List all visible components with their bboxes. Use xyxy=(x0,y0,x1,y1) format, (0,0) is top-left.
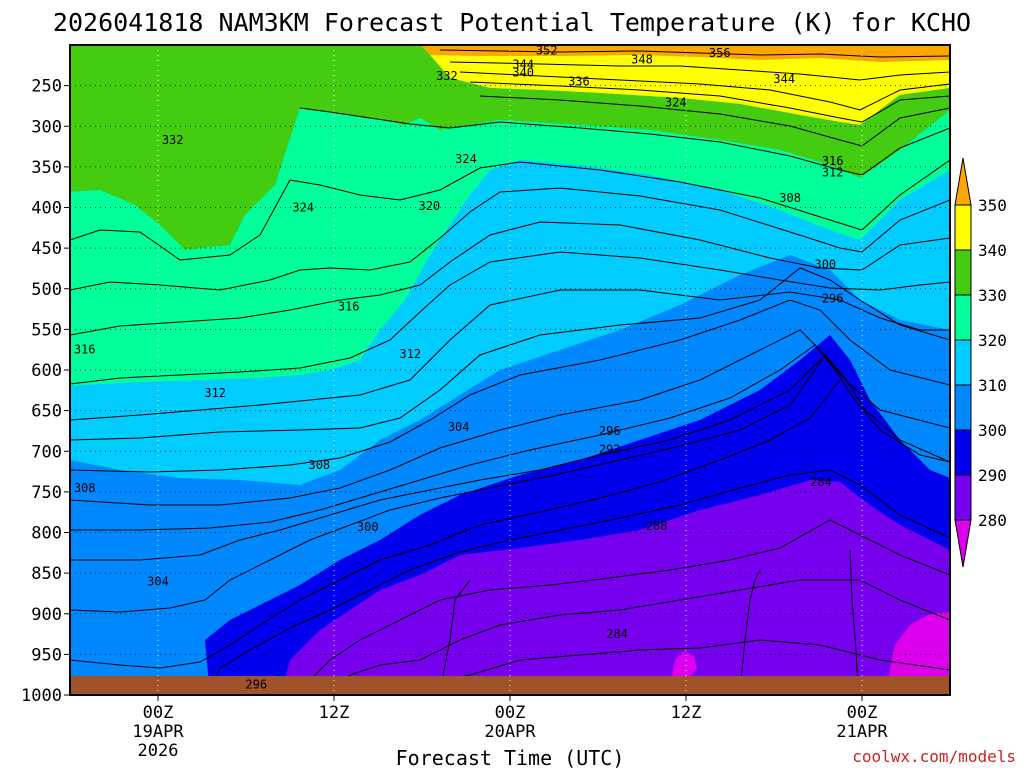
contour-label: 312 xyxy=(204,386,226,400)
colorbar-segment xyxy=(954,204,972,251)
colorbar-segment xyxy=(954,339,972,386)
colorbar-segment xyxy=(954,474,972,521)
y-tick-label: 450 xyxy=(31,239,62,259)
colorbar-segment xyxy=(954,157,972,206)
x-tick-date: 21APR xyxy=(836,722,888,742)
x-tick-time: 12Z xyxy=(671,703,702,723)
colorbar: 350 340 330 320 310 300 290 280 xyxy=(954,157,1007,568)
y-tick-label: 650 xyxy=(31,402,62,422)
contour-label: 324 xyxy=(665,96,687,110)
x-tick-time: 00Z xyxy=(847,703,878,723)
contour-label: 312 xyxy=(399,347,421,361)
band-magenta-small xyxy=(672,651,697,678)
contour-label: 304 xyxy=(448,420,470,434)
contour-label: 344 xyxy=(512,58,534,72)
contour-label: 284 xyxy=(810,475,832,489)
colorbar-label: 290 xyxy=(978,466,1007,485)
chart-title: 2026041818 NAM3KM Forecast Potential Tem… xyxy=(53,8,971,37)
contour-lines xyxy=(70,49,950,691)
band-purple-280 xyxy=(280,480,950,695)
contour-label: 336 xyxy=(568,75,590,89)
contour-label: 332 xyxy=(162,133,184,147)
contour-label: 344 xyxy=(773,72,795,86)
contour-label: 324 xyxy=(455,152,477,166)
contour-label: 292 xyxy=(599,443,621,457)
band-yellow-340 xyxy=(430,55,950,125)
y-tick-label: 550 xyxy=(31,320,62,340)
contour-label: 308 xyxy=(779,191,801,205)
y-tick-label: 1000 xyxy=(21,686,62,706)
contour-label: 296 xyxy=(822,292,844,306)
grid xyxy=(70,45,950,695)
x-tick-year: 2026 xyxy=(138,741,179,761)
y-tick-label: 850 xyxy=(31,564,62,584)
colorbar-label: 280 xyxy=(978,511,1007,530)
colorbar-segment xyxy=(954,384,972,431)
contour-label: 316 xyxy=(74,343,96,357)
band-teal-320 xyxy=(70,108,950,386)
x-tick-time: 00Z xyxy=(495,703,526,723)
colorbar-label: 350 xyxy=(978,196,1007,215)
y-tick-label: 300 xyxy=(31,117,62,137)
x-axis-label: Forecast Time (UTC) xyxy=(396,746,625,768)
contour-label: 348 xyxy=(631,53,653,67)
colorbar-label: 300 xyxy=(978,421,1007,440)
y-tick-label: 250 xyxy=(31,77,62,97)
contour-label: 308 xyxy=(74,481,96,495)
contour-label: 340 xyxy=(512,66,534,80)
colorbar-segment xyxy=(954,249,972,296)
colorbar-segment xyxy=(954,519,972,568)
contour-label: 320 xyxy=(418,199,440,213)
plot-area xyxy=(70,45,950,695)
contour-label: 356 xyxy=(709,46,731,60)
contour-label: 300 xyxy=(357,520,379,534)
y-tick-label: 350 xyxy=(31,158,62,178)
contour-label: 284 xyxy=(606,627,628,641)
x-tick-date: 20APR xyxy=(484,722,536,742)
contour-label: 316 xyxy=(822,154,844,168)
x-tick-date: 19APR xyxy=(132,722,184,742)
contour-label: 308 xyxy=(308,458,330,472)
y-tick-label: 700 xyxy=(31,442,62,462)
colorbar-label: 320 xyxy=(978,331,1007,350)
x-tick-time: 12Z xyxy=(319,703,350,723)
colorbar-label: 330 xyxy=(978,286,1007,305)
contour-label: 324 xyxy=(292,201,314,215)
band-green-330 xyxy=(70,45,950,250)
y-tick-label: 500 xyxy=(31,280,62,300)
colorbar-label: 340 xyxy=(978,241,1007,260)
x-tick-time: 00Z xyxy=(143,703,174,723)
contour-label: 316 xyxy=(338,300,360,314)
band-orange-350 xyxy=(420,45,950,62)
y-axis: 250 300 350 400 450 500 550 600 650 700 750 800 850 9… xyxy=(21,77,70,706)
contour-label: 300 xyxy=(814,257,836,271)
colorbar-segment xyxy=(954,294,972,341)
y-tick-label: 750 xyxy=(31,483,62,503)
contour-label: 352 xyxy=(536,44,558,58)
y-tick-label: 600 xyxy=(31,361,62,381)
y-tick-label: 400 xyxy=(31,199,62,219)
contour-label: 332 xyxy=(436,69,458,83)
contour-label: 296 xyxy=(245,677,267,691)
y-tick-label: 900 xyxy=(31,605,62,625)
y-tick-label: 800 xyxy=(31,524,62,544)
band-magenta-270 xyxy=(888,612,950,695)
contour-label: 288 xyxy=(646,519,668,533)
credit-label: coolwx.com/models xyxy=(852,747,1016,766)
y-tick-label: 950 xyxy=(31,645,62,665)
contour-label: 312 xyxy=(822,166,844,180)
contour-label: 304 xyxy=(147,574,169,588)
contour-label: 296 xyxy=(599,424,621,438)
colorbar-label: 310 xyxy=(978,376,1007,395)
colorbar-segment xyxy=(954,429,972,476)
